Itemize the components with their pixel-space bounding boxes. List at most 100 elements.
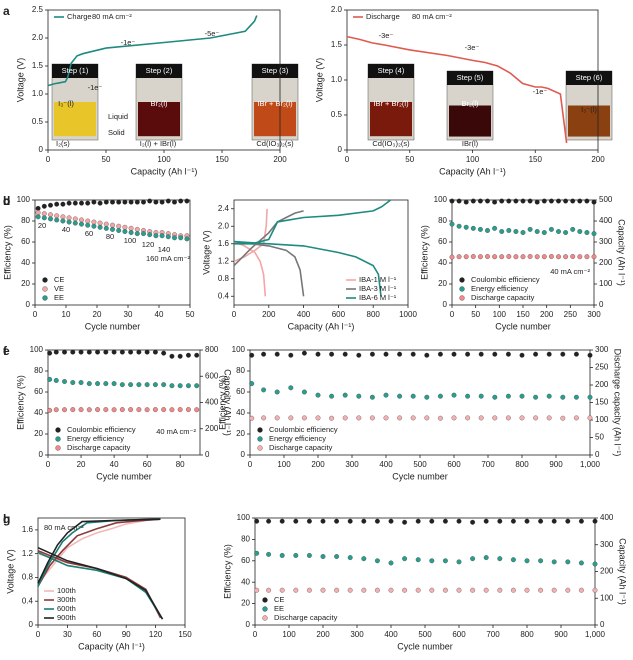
legend-swatch xyxy=(55,445,61,451)
y-tick-label: 1.6 xyxy=(218,239,230,248)
legend-swatch xyxy=(257,445,263,451)
x-tick-label: 150 xyxy=(516,310,530,319)
x-tick-label: 150 xyxy=(215,155,229,164)
y2-tick-label: 300 xyxy=(599,237,613,246)
data-point xyxy=(70,349,76,355)
data-point xyxy=(261,415,267,421)
x-tick-label: 900 xyxy=(554,630,568,639)
data-point xyxy=(592,587,598,593)
panel-letter: e xyxy=(3,344,10,358)
data-point xyxy=(274,351,280,357)
y2-tick-label: 50 xyxy=(595,433,604,442)
x-tick-label: 120 xyxy=(149,630,163,639)
data-point xyxy=(369,394,375,400)
y-tick-label: 40 xyxy=(236,408,245,417)
data-point xyxy=(556,254,561,260)
data-point xyxy=(91,223,97,229)
data-point xyxy=(374,558,380,564)
y-tick-label: 40 xyxy=(438,258,447,267)
data-point xyxy=(584,254,590,260)
data-point xyxy=(103,221,109,227)
data-point xyxy=(111,407,117,413)
x-tick-label: 50 xyxy=(471,310,480,319)
data-point xyxy=(347,555,353,561)
y-tick-label: 60 xyxy=(21,237,30,246)
data-point xyxy=(128,407,134,413)
x-axis-title: Capacity (Ah l⁻¹) xyxy=(288,321,355,331)
legend-label: IBA-6 M l⁻¹ xyxy=(359,293,397,302)
data-point xyxy=(584,198,590,204)
y-tick-label: 0 xyxy=(241,450,246,459)
data-point xyxy=(165,198,171,204)
annotation: -3e⁻ xyxy=(465,43,480,52)
panel-letter: c xyxy=(3,194,10,208)
data-point xyxy=(110,222,115,228)
x-tick-label: 400 xyxy=(297,310,311,319)
data-point xyxy=(288,415,294,421)
x-tick-label: 600 xyxy=(332,310,346,319)
series-line xyxy=(346,35,568,144)
series-line xyxy=(47,15,258,87)
data-point xyxy=(152,382,158,388)
data-point xyxy=(72,216,78,222)
y2-tick-label: 150 xyxy=(595,398,609,407)
x-tick-label: 100 xyxy=(493,310,507,319)
x-tick-label: 0 xyxy=(450,310,455,319)
data-point xyxy=(546,415,552,421)
data-point xyxy=(274,415,280,421)
y-tick-label: 20 xyxy=(34,429,43,438)
data-point xyxy=(85,218,91,224)
x-tick-label: 800 xyxy=(367,310,381,319)
y2-tick-label: 0 xyxy=(595,450,600,459)
data-point xyxy=(184,198,190,204)
data-point xyxy=(584,230,590,235)
x-tick-label: 0 xyxy=(248,460,253,469)
data-point xyxy=(70,380,76,385)
data-point xyxy=(136,382,142,388)
y-tick-label: 20 xyxy=(21,279,30,288)
y-tick-label: 0 xyxy=(443,300,448,309)
series-line xyxy=(233,199,392,297)
y2-tick-label: 0 xyxy=(599,300,604,309)
data-point xyxy=(147,198,153,204)
legend-swatch xyxy=(459,295,465,301)
y-tick-label: 2.5 xyxy=(32,5,44,14)
annotation: 60 xyxy=(85,229,93,238)
data-point xyxy=(538,587,544,593)
y-tick-label: 1.2 xyxy=(218,256,230,265)
x-tick-label: 300 xyxy=(345,460,359,469)
y-axis-title: Efficiency (%) xyxy=(419,225,429,280)
data-point xyxy=(361,518,367,524)
photo-liquid xyxy=(254,102,296,137)
data-point xyxy=(570,226,576,232)
data-point xyxy=(505,351,511,357)
data-point xyxy=(397,415,403,421)
data-point xyxy=(483,518,489,524)
data-point xyxy=(103,349,109,355)
data-point xyxy=(111,349,117,355)
data-point xyxy=(591,231,597,237)
data-point xyxy=(86,407,92,413)
data-point xyxy=(374,587,380,593)
data-point xyxy=(477,198,483,204)
y-axis-title: Voltage (V) xyxy=(15,58,25,103)
y2-tick-label: 600 xyxy=(205,371,219,380)
y2-tick-label: 100 xyxy=(595,415,609,424)
plot-frame xyxy=(37,517,186,626)
x-tick-label: 90 xyxy=(122,630,131,639)
data-point xyxy=(520,230,526,235)
data-point xyxy=(437,351,443,357)
data-point xyxy=(161,382,167,388)
data-point xyxy=(429,518,435,524)
data-point xyxy=(279,587,285,593)
x-tick-label: 800 xyxy=(520,630,534,639)
data-point xyxy=(78,349,84,355)
annotation: Cd(IO₃)₂(s) xyxy=(256,139,294,148)
data-point xyxy=(152,407,158,413)
x-tick-label: 600 xyxy=(452,630,466,639)
data-point xyxy=(356,393,362,399)
data-point xyxy=(119,382,125,388)
data-point xyxy=(520,198,526,204)
data-point xyxy=(320,518,326,524)
data-point xyxy=(470,587,476,593)
